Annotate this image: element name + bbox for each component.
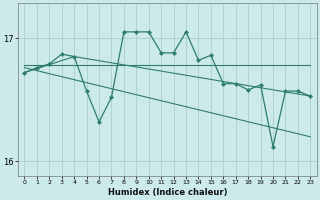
X-axis label: Humidex (Indice chaleur): Humidex (Indice chaleur) [108, 188, 227, 197]
